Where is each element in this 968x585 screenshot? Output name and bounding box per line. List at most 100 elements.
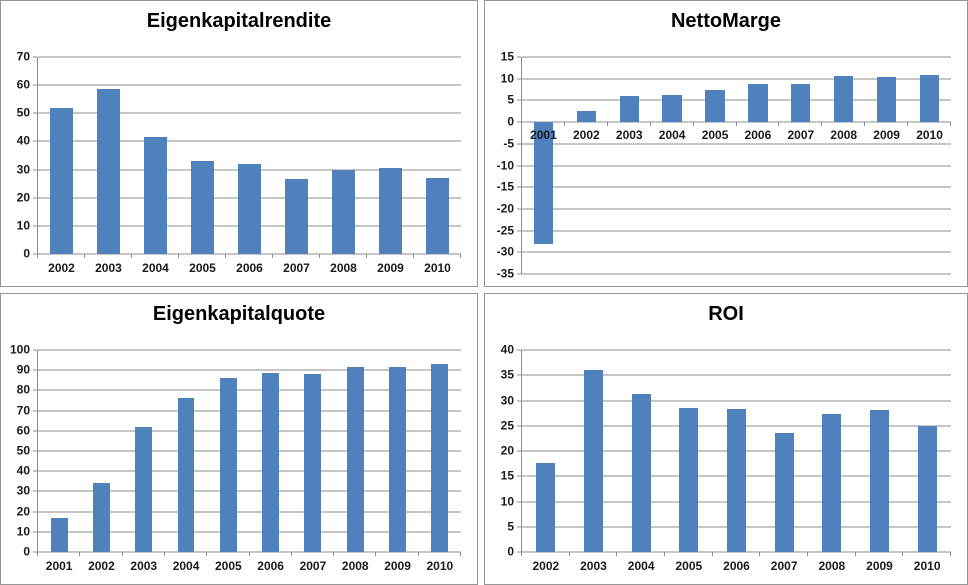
y-tick-mark [517,56,521,58]
x-tick-mark [902,552,904,556]
x-axis-label: 2004 [142,261,169,275]
y-axis-label: -10 [496,158,514,173]
x-tick-mark [778,122,780,127]
y-tick-mark [517,121,521,123]
y-axis-label: 10 [16,524,30,539]
x-axis-label: 2004 [172,559,200,573]
y-tick-mark [33,169,37,171]
y-tick-mark [517,425,521,427]
bar [190,161,215,254]
y-axis-label: -25 [496,223,514,238]
y-axis-label: -5 [503,136,514,151]
gridline [522,99,951,101]
bar [631,393,651,552]
y-axis-label: 30 [16,484,30,499]
x-axis-label: 2008 [818,559,846,573]
x-tick-mark [131,254,132,258]
x-tick-mark [290,552,292,556]
x-axis-label: 2010 [426,559,454,573]
plot-area: 0 10 20 30 40 50 60 70 80 90 100 2001 2002 2003 2004 20… [10,343,461,573]
x-axis-label: 2005 [214,559,242,573]
x-axis-label: 2002 [88,559,115,573]
x-tick-mark [568,552,570,556]
bar [219,378,237,552]
bar [536,462,556,552]
y-axis-label: 10 [16,218,30,233]
x-axis-label: 2003 [615,128,643,143]
x-tick-mark [206,552,208,556]
x-tick-mark [606,122,608,127]
x-tick-mark [735,122,737,127]
y-axis-label: 15 [500,49,514,64]
bar [96,89,121,254]
gridline [38,450,461,452]
x-axis-label: 2006 [257,559,284,573]
bar [177,398,195,552]
y-tick-mark [517,475,521,477]
y-axis-label: 0 [23,246,30,261]
bar [662,94,682,123]
gridline [38,84,461,86]
y-axis-label: 20 [16,190,30,205]
gridline [38,369,461,371]
gridline [38,253,461,255]
y-axis-label: 80 [16,383,30,398]
bar [49,107,74,254]
y-axis-label: 90 [16,362,30,377]
x-axis-label: 2009 [384,559,411,573]
bar [705,89,725,123]
y-axis-label: 30 [16,162,30,177]
bar [135,426,153,552]
gridline [38,389,461,391]
x-tick-mark [806,552,808,556]
x-axis-label: 2006 [236,261,263,275]
x-tick-mark [854,552,856,556]
x-axis-label: 2001 [530,128,557,143]
y-tick-mark [33,56,37,58]
gridline [38,511,461,513]
y-axis-label: 50 [16,106,30,121]
x-tick-mark [759,552,761,556]
y-tick-mark [517,501,521,502]
gridline [522,56,951,58]
plot-area: -35 -30 -25 -20 -15 -10 -5 0 5 10 15 2001 2002 2003 20… [497,50,951,281]
gridline [38,551,461,553]
y-axis-label: 50 [16,443,30,458]
chart-title: ROI [708,303,744,325]
y-axis-label: -15 [496,179,514,194]
bar [143,137,168,254]
y-axis-label: 60 [16,77,30,92]
y-tick-mark [517,349,521,351]
x-axis-label: 2010 [913,559,941,573]
chart-panel-nettomarge: NettoMarge -35 -30 -25 -20 -15 -10 -5 0 5 10 15 200… [484,0,968,287]
y-tick-mark [517,78,521,80]
chart-title: Eigenkapitalrendite [146,10,332,32]
gridline [38,531,461,533]
y-axis-label: 5 [507,519,514,534]
x-tick-mark [563,122,565,127]
x-tick-mark [907,122,909,127]
plot-area: 0 10 20 30 40 50 60 70 2002 2003 2004 2005 2006 2007 2… [17,50,461,275]
bar [92,483,110,552]
x-tick-mark [521,122,522,127]
chart-title: NettoMarge [670,10,781,32]
bar [619,96,639,123]
x-tick-mark [521,552,522,556]
y-axis-label: 10 [500,71,514,86]
x-tick-mark [692,122,694,127]
x-tick-mark [711,552,713,556]
y-axis-label: -30 [496,245,514,260]
bar [378,168,403,254]
y-axis-label: 0 [507,544,514,559]
gridline [38,410,461,412]
y-tick-mark [517,551,521,553]
x-axis-label: 2009 [866,559,893,573]
y-axis-label: 10 [500,494,514,509]
y-tick-mark [33,531,37,533]
x-axis-label: 2007 [770,559,798,573]
y-tick-mark [517,99,521,101]
y-tick-mark [33,450,37,452]
y-tick-mark [33,551,37,553]
x-axis-label: 2006 [744,128,772,143]
bar [869,410,890,552]
